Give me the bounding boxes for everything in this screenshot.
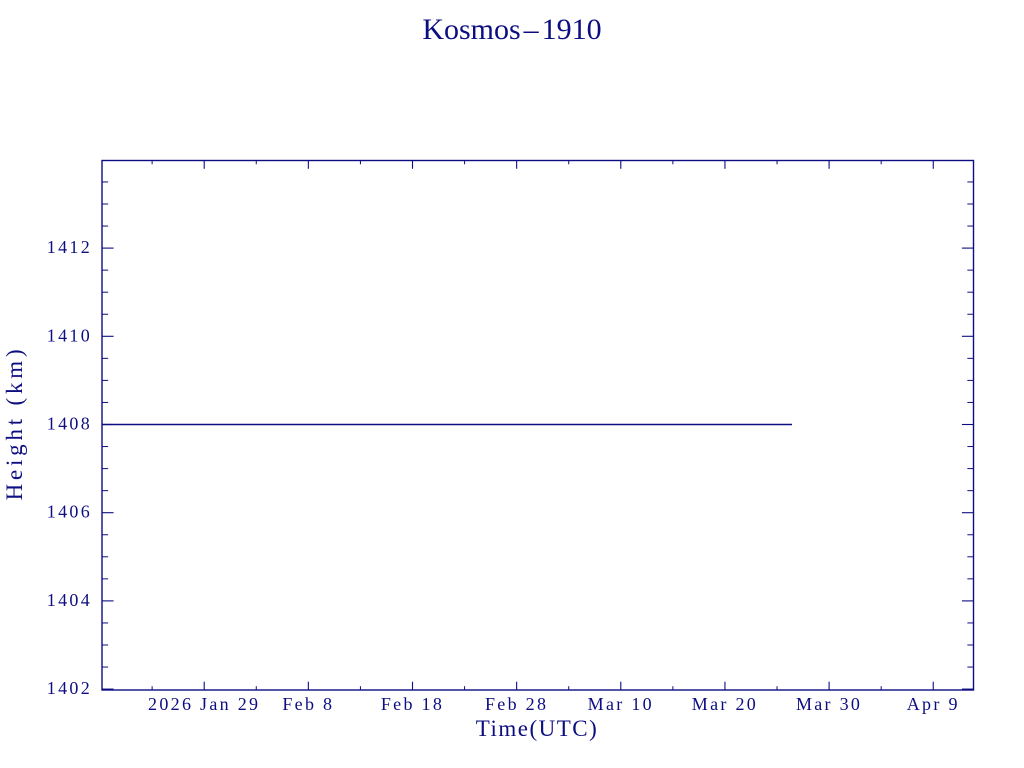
svg-text:1408: 1408 bbox=[47, 414, 92, 434]
svg-text:1410: 1410 bbox=[47, 325, 92, 345]
svg-text:1404: 1404 bbox=[47, 590, 92, 610]
svg-text:Mar 30: Mar 30 bbox=[796, 694, 862, 714]
svg-text:Mar 20: Mar 20 bbox=[692, 694, 758, 714]
svg-text:Height (km): Height (km) bbox=[2, 346, 27, 501]
svg-text:Mar 10: Mar 10 bbox=[588, 694, 654, 714]
svg-text:1406: 1406 bbox=[47, 502, 92, 522]
svg-text:Feb 18: Feb 18 bbox=[381, 694, 444, 714]
svg-text:Apr 9: Apr 9 bbox=[907, 694, 960, 714]
svg-text:2026 Jan 29: 2026 Jan 29 bbox=[148, 694, 260, 714]
svg-text:Feb 28: Feb 28 bbox=[485, 694, 548, 714]
svg-text:Time(UTC): Time(UTC) bbox=[476, 716, 599, 741]
svg-text:Kosmos–1910: Kosmos –1910 bbox=[422, 13, 601, 46]
svg-text:1402: 1402 bbox=[47, 678, 92, 698]
svg-text:1412: 1412 bbox=[47, 237, 92, 257]
svg-text:Feb 8: Feb 8 bbox=[282, 694, 334, 714]
